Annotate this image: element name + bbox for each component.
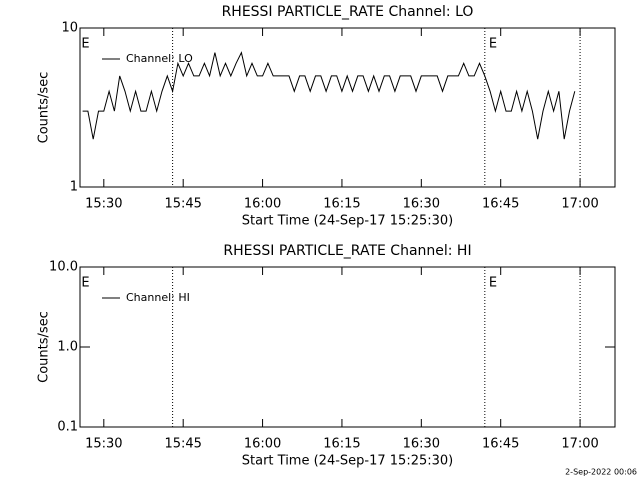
y-axis-label: Counts/sec <box>37 72 52 144</box>
y-tick-label: 1 <box>70 180 78 195</box>
x-tick-label: 16:45 <box>482 197 519 212</box>
x-tick-label: 15:45 <box>164 437 201 452</box>
y-tick-label: 10.0 <box>49 260 78 275</box>
x-tick-label: 15:45 <box>164 197 201 212</box>
x-axis-label: Start Time (24-Sep-17 15:25:30) <box>242 214 453 229</box>
x-tick-label: 16:15 <box>323 437 360 452</box>
x-tick-label: 15:30 <box>85 197 122 212</box>
x-tick-label: 15:30 <box>85 437 122 452</box>
x-tick-label: 16:00 <box>244 197 281 212</box>
footer: 2-Sep-2022 00:06 <box>565 468 637 477</box>
annotation: E <box>489 276 497 291</box>
chart-title: RHESSI PARTICLE_RATE Channel: LO <box>222 4 474 20</box>
annotation: E <box>81 37 89 52</box>
y-axis-label: Counts/sec <box>37 311 52 383</box>
x-tick-label: 17:00 <box>561 437 598 452</box>
x-tick-label: 17:00 <box>561 197 598 212</box>
legend-label: Channel: HI <box>126 291 190 304</box>
y-tick-label: 10 <box>61 21 78 36</box>
chart-title: RHESSI PARTICLE_RATE Channel: HI <box>223 243 471 259</box>
data-line <box>82 51 576 140</box>
annotation: E <box>489 37 497 52</box>
x-tick-label: 16:00 <box>244 437 281 452</box>
x-tick-label: 16:45 <box>482 437 519 452</box>
x-tick-label: 16:30 <box>403 437 440 452</box>
plot-frame <box>79 27 616 188</box>
x-tick-label: 16:15 <box>323 197 360 212</box>
annotation: E <box>81 276 89 291</box>
x-tick-label: 16:30 <box>403 197 440 212</box>
legend-label: Channel: LO <box>126 52 193 65</box>
y-tick-label: 0.1 <box>57 420 78 435</box>
x-axis-label: Start Time (24-Sep-17 15:25:30) <box>242 454 453 469</box>
y-tick-label: 1.0 <box>57 340 78 355</box>
